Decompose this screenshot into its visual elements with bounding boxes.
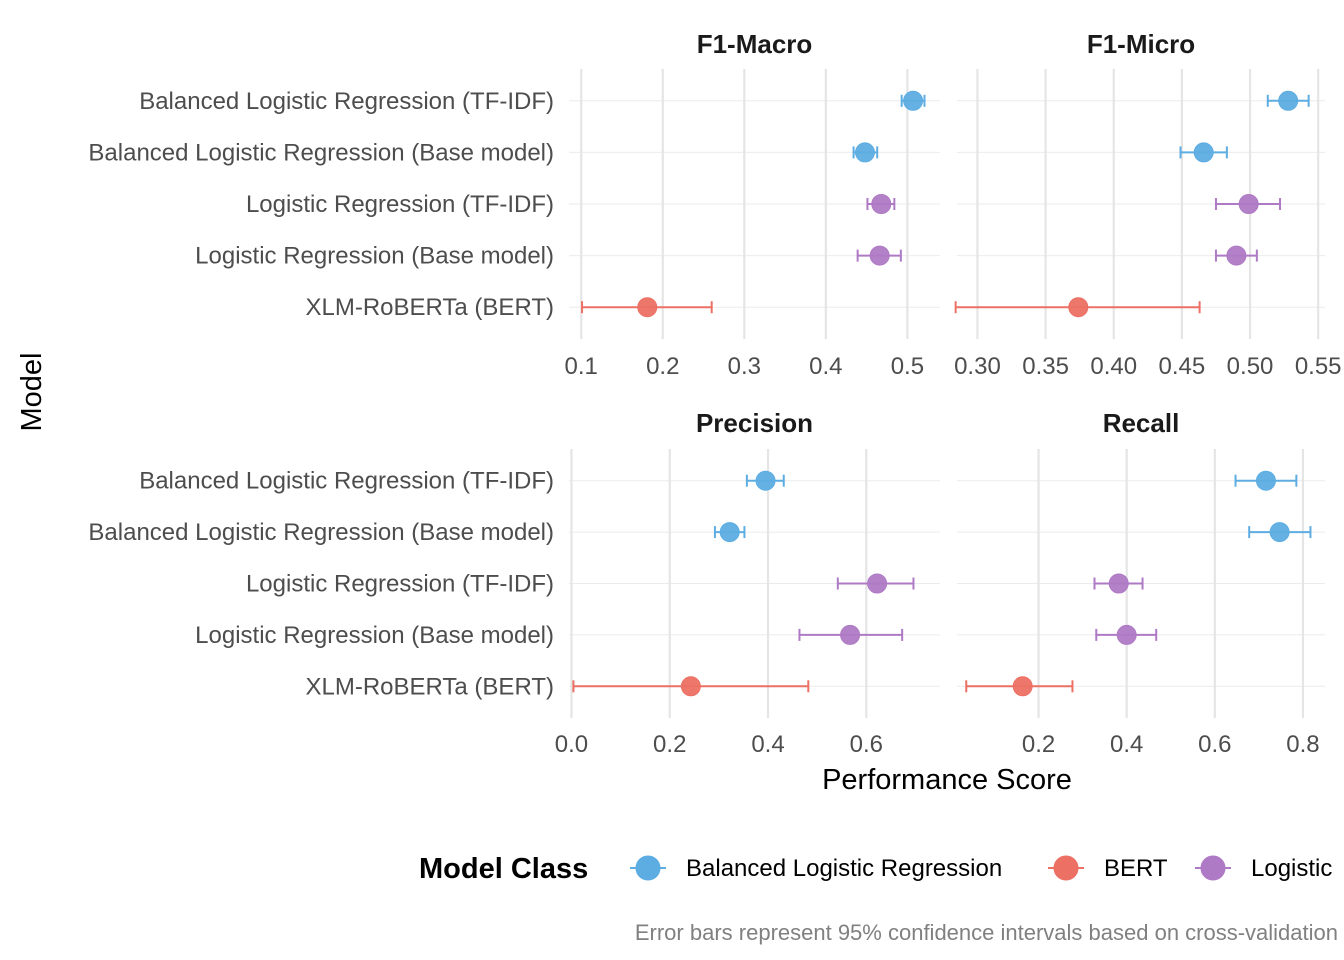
legend-key-point [635,855,661,881]
legend-key-point [1053,855,1079,881]
x-tick-label: 0.55 [1295,353,1342,380]
panel-recall: 0.2 0.4 0.6 0.8 Recall [957,408,1325,758]
data-point [719,522,740,543]
panel-title: Precision [696,408,813,438]
legend-key-point [1200,855,1226,881]
legend-label: Logistic [1251,855,1332,882]
x-tick-label: 0.50 [1227,353,1274,380]
data-point [854,142,875,163]
x-tick-label: 0.5 [891,353,924,380]
legend-label: BERT [1104,855,1168,882]
y-tick-label: Balanced Logistic Regression (TF-IDF) [139,88,554,115]
y-tick-label: Balanced Logistic Regression (Base model… [88,139,554,166]
y-tick-label: Logistic Regression (TF-IDF) [246,571,554,598]
data-point [867,573,888,594]
data-point [637,297,658,318]
data-point [1255,470,1276,491]
panel-f1-micro: 0.30 0.35 0.40 0.45 0.50 0.55 F1-Micro [954,29,1341,380]
data-point [1269,522,1290,543]
y-tick-label: XLM-RoBERTa (BERT) [305,294,554,321]
legend-label: Balanced Logistic Regression [686,855,1002,882]
data-point [871,194,892,214]
y-axis-title: Model [16,353,48,432]
x-tick-label: 0.8 [1286,731,1319,758]
legend-title: Model Class [419,853,588,885]
data-point [869,245,890,266]
panel-title: F1-Micro [1087,29,1195,59]
data-point [1068,297,1089,318]
y-tick-label: Logistic Regression (TF-IDF) [246,191,554,218]
x-axis-title: Performance Score [822,764,1072,796]
panel-f1-macro: 0.1 0.2 0.3 0.4 0.5 F1-Macro Balanced Logistic… [88,29,940,380]
panel-precision: 0.0 0.2 0.4 0.6 Precision Balanced Logistic R… [88,408,940,758]
legend-items: Balanced Logistic Regression BERT Logistic [630,855,1332,882]
legend: Model Class Balanced Logistic Regression… [419,853,1332,885]
x-tick-label: 0.30 [954,353,1001,380]
legend-item: BERT [1048,855,1168,882]
panel-title: F1-Macro [697,29,813,59]
legend-item: Balanced Logistic Regression [630,855,1002,882]
x-tick-label: 0.6 [850,731,883,758]
y-tick-label: Balanced Logistic Regression (TF-IDF) [139,468,554,495]
x-tick-label: 0.0 [555,731,588,758]
y-tick-label: Balanced Logistic Regression (Base model… [88,519,554,546]
data-point [755,470,776,491]
x-tick-label: 0.4 [1110,731,1143,758]
x-tick-label: 0.45 [1159,353,1206,380]
data-point [1238,194,1259,214]
x-tick-label: 0.4 [809,353,842,380]
x-tick-label: 0.6 [1198,731,1231,758]
y-tick-label: XLM-RoBERTa (BERT) [305,673,554,700]
x-tick-label: 0.40 [1090,353,1137,380]
y-tick-label: Logistic Regression (Base model) [195,622,554,649]
x-tick-label: 0.2 [646,353,679,380]
data-point [1226,245,1247,266]
data-point [680,676,701,697]
data-point [840,624,861,645]
data-point [1012,676,1033,697]
x-tick-label: 0.35 [1022,353,1069,380]
chart-caption: Error bars represent 95% confidence inte… [635,920,1338,945]
x-tick-label: 0.3 [728,353,761,380]
x-tick-label: 0.4 [751,731,784,758]
data-point [1116,624,1137,645]
panels-layer: 0.1 0.2 0.3 0.4 0.5 F1-Macro Balanced Logistic… [88,29,1341,758]
data-point [903,90,924,111]
panel-title: Recall [1103,408,1180,438]
data-point [1278,90,1299,111]
x-tick-label: 0.2 [653,731,686,758]
data-point [1193,142,1214,163]
data-point [1108,573,1129,594]
legend-item: Logistic [1195,855,1332,882]
x-tick-label: 0.1 [565,353,598,380]
y-tick-label: Logistic Regression (Base model) [195,243,554,270]
x-tick-label: 0.2 [1022,731,1055,758]
